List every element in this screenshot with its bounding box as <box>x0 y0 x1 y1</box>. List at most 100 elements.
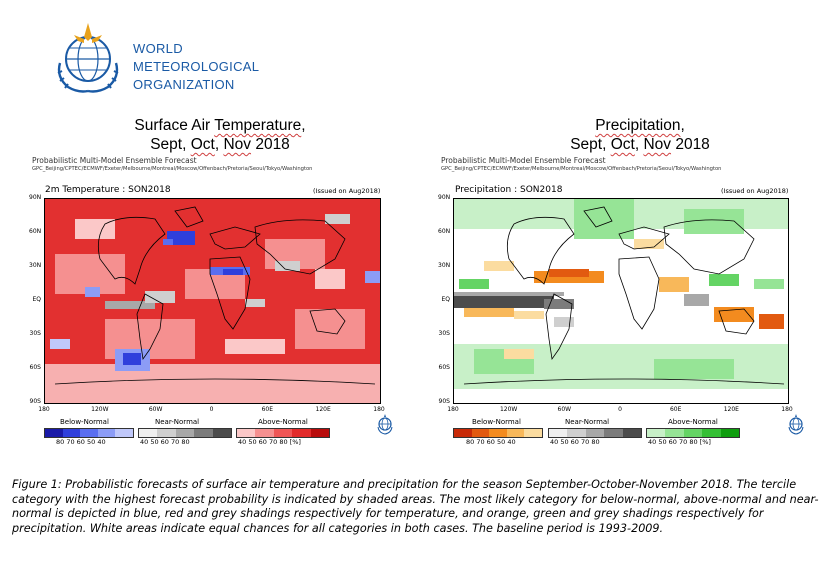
lon-tick-label: 180 <box>781 406 793 413</box>
colorbar-swatch <box>97 429 116 437</box>
colorbar-swatch <box>665 429 684 437</box>
lon-tick-label: 60W <box>557 406 572 413</box>
colorbar-swatch <box>194 429 213 437</box>
temperature-panel-title: Surface Air Temperature, Sept, Oct, Nov … <box>90 116 350 154</box>
colorbar-swatch <box>175 429 195 437</box>
precipitation-above-colorbar <box>646 428 740 438</box>
title-text: Sept, <box>150 136 191 153</box>
figure-caption: Figure 1: Probabilistic forecasts of sur… <box>12 478 819 535</box>
temperature-map-label: 2m Temperature : SON2018 <box>45 185 171 195</box>
precipitation-below-normal-label: Below-Normal <box>472 418 521 426</box>
title-text: , <box>680 117 685 134</box>
lat-tick-label: 60N <box>29 228 42 235</box>
colorbar-swatch <box>506 429 525 437</box>
colorbar-swatch <box>622 429 642 437</box>
colorbar-swatch <box>549 429 568 437</box>
colorbar-swatch <box>720 429 740 437</box>
lat-tick-label: 30N <box>438 262 451 269</box>
colorbar-swatch <box>310 429 330 437</box>
ensemble-centres: GPC_Beijing/CPTEC/ECMWF/Exeter/Melbourne… <box>32 166 313 172</box>
ensemble-title: Probabilistic Multi-Model Ensemble Forec… <box>441 156 606 165</box>
lat-tick-label: EQ <box>32 296 41 303</box>
lat-tick-label: 90N <box>438 194 451 201</box>
lon-tick-label: 120E <box>723 406 739 413</box>
lon-tick-label: 120W <box>91 406 109 413</box>
org-line: WORLD <box>133 41 183 56</box>
temperature-above-colorbar <box>236 428 330 438</box>
wmo-logo <box>48 15 128 95</box>
precipitation-near-pct: 40 50 60 70 80 <box>550 438 600 446</box>
title-text: , <box>301 117 306 134</box>
colorbar-swatch <box>585 429 605 437</box>
lon-tick-label: 0 <box>209 406 214 413</box>
title-text: Precipitation <box>595 117 681 134</box>
title-text: , <box>634 136 644 153</box>
colorbar-swatch <box>471 429 490 437</box>
colorbar-swatch <box>683 429 703 437</box>
org-line: METEOROLOGICAL <box>133 59 260 74</box>
ensemble-centres: GPC_Beijing/CPTEC/ECMWF/Exeter/Melbourne… <box>441 166 722 172</box>
ensemble-title: Probabilistic Multi-Model Ensemble Forec… <box>32 156 197 165</box>
colorbar-swatch <box>255 429 274 437</box>
wmo-emblem-small <box>376 413 394 439</box>
title-text: Nov <box>223 136 252 153</box>
precipitation-below-pct: 80 70 60 50 40 <box>466 438 516 446</box>
colorbar-swatch <box>273 429 293 437</box>
title-text: Temperature <box>214 117 302 134</box>
title-text: Sept, <box>570 136 611 153</box>
lat-tick-label: EQ <box>441 296 450 303</box>
lon-tick-label: 0 <box>618 406 622 413</box>
colorbar-swatch <box>524 429 542 437</box>
title-text: , <box>214 136 224 153</box>
colorbar-swatch <box>647 429 666 437</box>
organization-name: WORLD METEOROLOGICAL ORGANIZATION <box>133 40 259 94</box>
precipitation-map <box>453 198 789 404</box>
colorbar-swatch <box>139 429 158 437</box>
lat-tick-label: 60N <box>438 228 451 235</box>
temperature-near-colorbar <box>138 428 232 438</box>
lon-tick-label: 180 <box>447 406 459 413</box>
precipitation-above-normal-label: Above-Normal <box>668 418 718 426</box>
colorbar-swatch <box>62 429 81 437</box>
lon-tick-label: 60E <box>261 406 274 413</box>
title-text: 2018 <box>251 136 290 153</box>
colorbar-swatch <box>567 429 586 437</box>
precipitation-near-colorbar <box>548 428 642 438</box>
lon-tick-label: 120E <box>315 406 331 413</box>
lat-tick-label: 30S <box>29 330 41 337</box>
lon-tick-label: 180 <box>373 406 385 413</box>
colorbar-swatch <box>454 429 472 437</box>
temperature-near-normal-label: Near-Normal <box>155 418 200 426</box>
temperature-below-colorbar <box>44 428 134 438</box>
lon-tick-label: 60E <box>669 406 682 413</box>
precipitation-issued: (Issued on Aug2018) <box>721 187 789 195</box>
precipitation-near-normal-label: Near-Normal <box>565 418 610 426</box>
colorbar-swatch <box>212 429 232 437</box>
lon-tick-label: 120W <box>499 406 518 413</box>
org-line: ORGANIZATION <box>133 77 235 92</box>
precipitation-below-colorbar <box>453 428 543 438</box>
colorbar-swatch <box>115 429 133 437</box>
temperature-below-pct: 80 70 60 50 40 <box>56 438 106 446</box>
lat-tick-label: 60S <box>438 364 450 371</box>
colorbar-swatch <box>292 429 311 437</box>
temperature-below-normal-label: Below-Normal <box>60 418 109 426</box>
lat-tick-label: 90S <box>29 398 41 405</box>
lat-tick-label: 30S <box>438 330 450 337</box>
colorbar-swatch <box>604 429 623 437</box>
colorbar-swatch <box>489 429 507 437</box>
lon-tick-label: 180 <box>38 406 50 413</box>
wmo-emblem-small <box>787 413 805 439</box>
colorbar-swatch <box>157 429 176 437</box>
title-text: Nov <box>643 136 672 153</box>
temperature-above-normal-label: Above-Normal <box>258 418 308 426</box>
lon-tick-label: 60W <box>148 406 163 413</box>
precipitation-map-label: Precipitation : SON2018 <box>455 185 563 195</box>
colorbar-swatch <box>80 429 98 437</box>
lat-tick-label: 90N <box>29 194 42 201</box>
temperature-issued: (Issued on Aug2018) <box>313 187 381 195</box>
temperature-above-pct: 40 50 60 70 80 [%] <box>238 438 301 446</box>
lat-tick-label: 90S <box>438 398 450 405</box>
title-text: Oct <box>190 136 215 153</box>
temperature-near-pct: 40 50 60 70 80 <box>140 438 190 446</box>
